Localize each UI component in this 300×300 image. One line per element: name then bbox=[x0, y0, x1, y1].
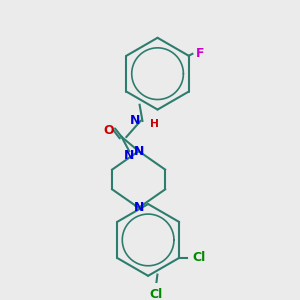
Text: F: F bbox=[196, 47, 205, 60]
Text: N: N bbox=[134, 145, 144, 158]
Text: N: N bbox=[130, 114, 141, 128]
Text: N: N bbox=[124, 149, 134, 162]
Text: Cl: Cl bbox=[149, 288, 162, 300]
Text: O: O bbox=[103, 124, 114, 137]
Text: N: N bbox=[134, 201, 144, 214]
Text: Cl: Cl bbox=[192, 251, 206, 264]
Text: H: H bbox=[150, 119, 159, 129]
